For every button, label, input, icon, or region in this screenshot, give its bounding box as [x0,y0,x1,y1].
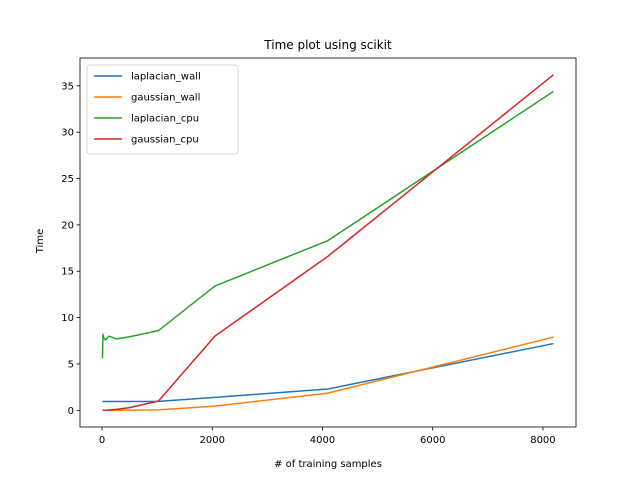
y-tick-label: 0 [68,406,74,417]
y-tick-label: 10 [61,313,74,324]
x-tick-label: 8000 [530,435,555,446]
legend-label-laplacian_cpu: laplacian_cpu [131,114,199,125]
legend-box [86,64,239,155]
legend: laplacian_wall gaussian_wall laplacian_cpu… [86,64,239,155]
x-tick-label: 4000 [310,435,335,446]
legend-label-gaussian_wall: gaussian_wall [131,93,200,104]
y-tick-label: 25 [61,174,74,185]
series-line-laplacian_cpu [101,90,554,359]
legend-label-gaussian_cpu: gaussian_cpu [131,135,199,146]
x-axis-label: # of training samples [274,459,382,470]
x-tick-label: 2000 [200,435,225,446]
series-line-gaussian_cpu [102,74,554,412]
y-axis-label: Time [35,229,46,254]
y-tick-label: 35 [61,81,74,92]
y-tick-label: 15 [61,267,74,278]
y-tick-label: 30 [61,128,74,139]
axes-frame [79,57,577,428]
y-tick-label: 20 [61,220,74,231]
y-tick-label: 5 [68,359,74,370]
chart-title: Time plot using scikit [263,38,392,52]
series-line-laplacian_wall [102,342,554,403]
legend-label-laplacian_wall: laplacian_wall [131,72,201,83]
x-tick-label: 6000 [420,435,445,446]
plot-area: 0 2000 4000 6000 8000 0 5 10 15 20 25 30 35 laplacian… [61,57,577,446]
x-tick-label: 0 [99,435,105,446]
